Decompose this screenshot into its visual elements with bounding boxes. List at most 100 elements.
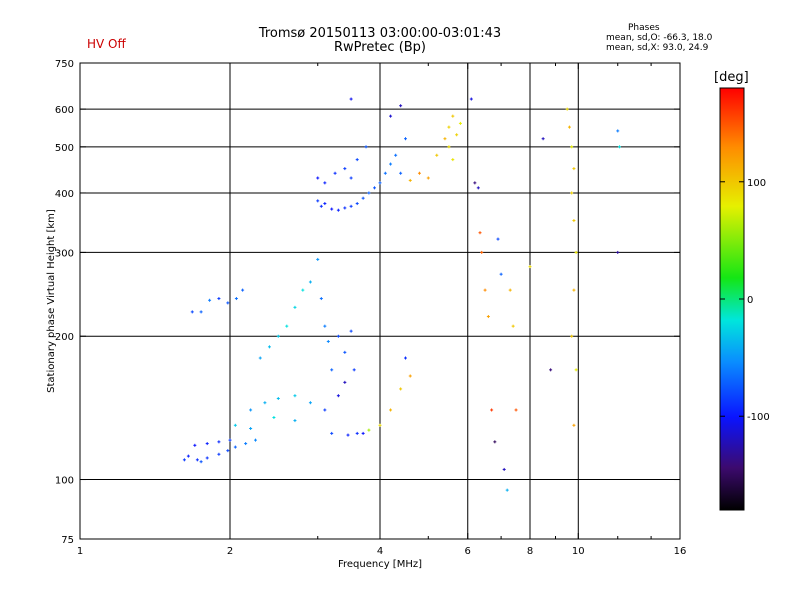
data-point — [435, 153, 439, 157]
data-point — [399, 171, 403, 175]
data-point — [469, 97, 473, 101]
data-point — [226, 449, 230, 453]
chart-subtitle: RwPretec (Bp) — [333, 40, 427, 55]
data-point — [323, 324, 327, 328]
data-point — [499, 272, 503, 276]
data-point — [301, 288, 305, 292]
data-point — [367, 428, 371, 432]
data-point — [343, 380, 347, 384]
data-point — [316, 176, 320, 180]
data-point — [451, 114, 455, 118]
data-point — [199, 310, 203, 314]
data-point — [511, 324, 515, 328]
data-point — [399, 387, 403, 391]
data-point — [349, 97, 353, 101]
data-point — [193, 443, 197, 447]
data-point — [496, 237, 500, 241]
data-point — [373, 186, 377, 190]
data-point — [378, 181, 382, 185]
data-point — [478, 231, 482, 235]
colorbar-tick-label: -100 — [747, 412, 770, 423]
data-point — [258, 356, 262, 360]
data-point — [267, 345, 271, 349]
data-point — [226, 301, 230, 305]
data-point — [336, 394, 340, 398]
y-tick-label: 750 — [55, 59, 74, 70]
data-point — [182, 458, 186, 462]
data-point — [426, 176, 430, 180]
phases-title: Phases — [628, 23, 660, 33]
x-axis-label: Frequency [MHz] — [337, 559, 423, 570]
data-point — [505, 488, 509, 492]
data-point — [276, 334, 280, 338]
data-point — [458, 121, 462, 125]
data-point — [408, 374, 412, 378]
data-point — [618, 145, 622, 149]
data-point — [343, 350, 347, 354]
y-tick-label: 75 — [61, 535, 74, 546]
data-point — [570, 145, 574, 149]
data-point — [355, 202, 359, 206]
data-point — [217, 297, 221, 301]
data-point — [394, 153, 398, 157]
data-point — [567, 125, 571, 129]
data-point — [272, 415, 276, 419]
data-point — [316, 199, 320, 203]
data-point — [333, 171, 337, 175]
hv-status-label: HV Off — [87, 37, 126, 51]
x-tick-label: 1 — [77, 546, 83, 557]
data-point — [323, 202, 327, 206]
data-point — [473, 181, 477, 185]
data-point — [319, 297, 323, 301]
y-tick-label: 400 — [55, 189, 74, 200]
data-point — [249, 426, 253, 430]
data-point — [326, 339, 330, 343]
data-point — [217, 452, 221, 456]
data-point — [233, 445, 237, 449]
data-point — [285, 324, 289, 328]
data-point — [572, 167, 576, 171]
data-point — [572, 219, 576, 223]
y-tick-label: 600 — [55, 105, 74, 116]
data-point — [308, 280, 312, 284]
data-point — [349, 329, 353, 333]
y-tick-label: 200 — [55, 332, 74, 343]
x-tick-label: 10 — [572, 546, 585, 557]
x-tick-label: 4 — [377, 546, 383, 557]
data-point — [570, 191, 574, 195]
data-point — [293, 305, 297, 309]
data-point — [361, 431, 365, 435]
x-tick-label: 16 — [674, 546, 687, 557]
data-point — [316, 257, 320, 261]
data-point — [336, 208, 340, 212]
data-point — [205, 456, 209, 460]
data-point — [367, 191, 371, 195]
phases-x-mode-stats: mean, sd,X: 93.0, 24.9 — [606, 43, 709, 53]
data-point — [276, 396, 280, 400]
data-point — [572, 288, 576, 292]
data-point — [447, 145, 451, 149]
data-point — [403, 356, 407, 360]
data-point — [205, 442, 209, 446]
data-point — [233, 423, 237, 427]
colorbar-tick-label: 100 — [747, 178, 766, 189]
data-point — [541, 137, 545, 141]
data-point — [346, 433, 350, 437]
data-point — [383, 171, 387, 175]
x-tick-label: 6 — [465, 546, 471, 557]
colorbar-label: [deg] — [714, 70, 749, 85]
data-point — [349, 176, 353, 180]
data-point — [443, 137, 447, 141]
data-point — [355, 431, 359, 435]
data-point — [293, 419, 297, 423]
phases-o-mode-stats: mean, sd,O: -66.3, 18.0 — [606, 33, 713, 43]
data-point — [244, 442, 248, 446]
data-point — [570, 334, 574, 338]
data-point — [330, 368, 334, 372]
data-point — [241, 288, 245, 292]
data-point — [399, 104, 403, 108]
data-point — [549, 368, 553, 372]
x-tick-label: 2 — [227, 546, 233, 557]
data-point — [528, 265, 532, 269]
